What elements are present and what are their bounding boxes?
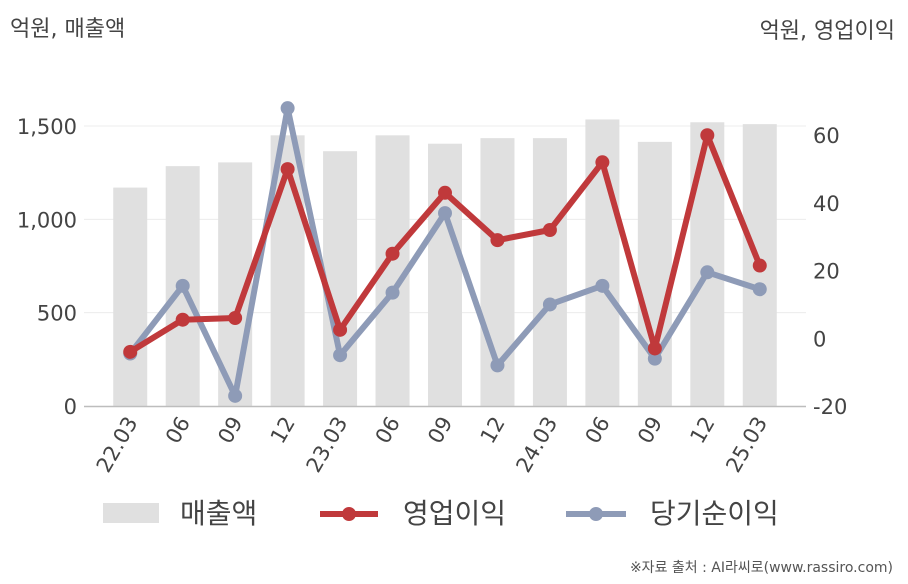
bar-revenue: [323, 151, 358, 406]
point-operating-profit: [333, 322, 348, 337]
x-tick-label: 12: [266, 413, 300, 448]
point-net-income: [595, 278, 610, 293]
bar-revenue: [532, 138, 567, 406]
point-net-income: [333, 348, 348, 363]
legend-marker-operating-profit: [342, 507, 356, 521]
x-tick-label: 09: [423, 413, 457, 448]
right-axis-ticks: -20 0 20 40 60: [813, 124, 847, 419]
legend: 매출액 영업이익 당기순이익: [103, 497, 779, 530]
left-axis-unit: 억원, 매출액: [10, 17, 125, 42]
source-note: ※자료 출처 : AI라씨로(www.rassiro.com): [630, 560, 893, 576]
x-tick-label: 22.03: [92, 413, 143, 477]
right-tick-label: 60: [813, 124, 840, 148]
point-operating-profit: [595, 155, 610, 170]
x-tick-label: 12: [476, 413, 510, 448]
point-net-income: [385, 285, 400, 300]
point-operating-profit: [385, 246, 400, 261]
point-operating-profit: [280, 162, 295, 177]
x-tick-label: 24.03: [511, 413, 562, 477]
x-tick-label: 06: [161, 413, 195, 448]
point-operating-profit: [490, 233, 505, 248]
left-tick-label: 0: [64, 395, 77, 419]
right-tick-label: 20: [813, 260, 840, 284]
right-axis-unit: 억원, 영업이익: [760, 19, 895, 44]
right-tick-label: 40: [813, 192, 840, 216]
right-tick-label: 0: [813, 327, 826, 351]
point-operating-profit: [647, 341, 662, 356]
legend-item-operating-profit: 영업이익: [320, 497, 506, 530]
x-tick-label: 06: [581, 413, 615, 448]
point-net-income: [752, 282, 767, 297]
legend-label-revenue: 매출액: [180, 497, 257, 530]
legend-item-revenue: 매출액: [103, 497, 257, 530]
left-tick-label: 500: [37, 302, 77, 326]
left-axis-ticks: 0 500 1,000 1,500: [17, 115, 77, 419]
x-tick-label: 23.03: [302, 413, 353, 477]
point-net-income: [175, 278, 190, 293]
right-tick-label: -20: [813, 395, 847, 419]
point-operating-profit: [123, 344, 138, 359]
legend-label-net-income: 당기순이익: [650, 497, 779, 530]
point-net-income: [280, 101, 295, 116]
point-net-income: [490, 358, 505, 373]
legend-label-operating-profit: 영업이익: [403, 497, 506, 530]
x-tick-label: 06: [371, 413, 405, 448]
legend-item-net-income: 당기순이익: [566, 497, 779, 530]
line-series-operating-profit: [123, 128, 767, 359]
left-tick-label: 1,000: [17, 208, 77, 232]
point-net-income: [700, 265, 715, 280]
point-operating-profit: [175, 312, 190, 327]
x-tick-label: 09: [213, 413, 247, 448]
point-operating-profit: [228, 311, 243, 325]
point-net-income: [438, 206, 452, 221]
bar-series-revenue: [113, 119, 777, 407]
left-tick-label: 1,500: [17, 115, 77, 139]
point-net-income: [228, 388, 243, 403]
point-operating-profit: [752, 258, 767, 273]
point-operating-profit: [542, 223, 557, 237]
bar-revenue: [637, 141, 672, 406]
point-net-income: [542, 297, 557, 312]
x-tick-label: 25.03: [721, 413, 772, 477]
bar-revenue: [428, 143, 462, 406]
point-net-income: [647, 351, 662, 366]
x-tick-label: 09: [633, 413, 667, 448]
x-axis-ticks: 22.03 06 09 12 23.03 06 09 12 24.03 06 09 12 25.03: [92, 413, 772, 477]
x-tick-label: 12: [685, 413, 719, 448]
legend-swatch-revenue: [103, 503, 159, 523]
legend-marker-net-income: [589, 507, 603, 521]
point-operating-profit: [700, 128, 715, 143]
bar-revenue: [113, 187, 148, 406]
point-operating-profit: [438, 185, 452, 200]
